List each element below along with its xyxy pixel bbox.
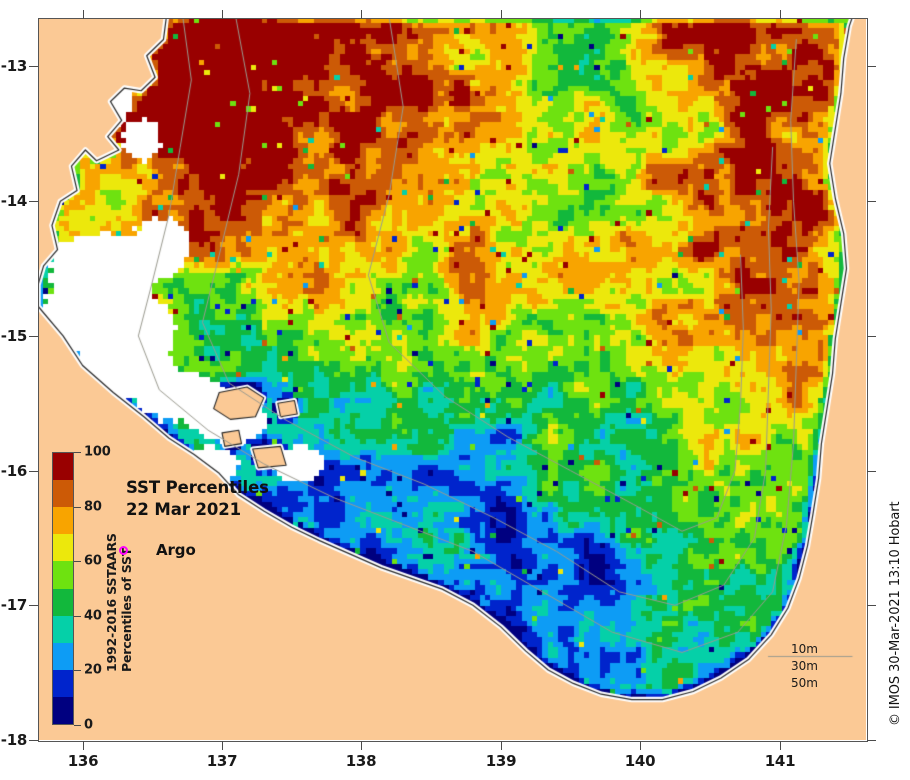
colorbar-tick-0 bbox=[74, 725, 81, 726]
x-axis-label-5: 141 bbox=[764, 752, 796, 770]
depth-key-item-0: 10m bbox=[791, 642, 818, 656]
x-axis-label-3: 139 bbox=[485, 752, 517, 770]
colorbar-caption-dataset: 1992-2016 SSTAARS bbox=[104, 533, 119, 672]
argo-legend-label: Argo bbox=[156, 541, 196, 559]
colorbar-tick-3 bbox=[74, 561, 81, 562]
depth-key-item-1: 30m bbox=[791, 659, 818, 674]
depth-key-item-2: 50m bbox=[791, 676, 818, 691]
colorbar-tick-label-4: 80 bbox=[84, 499, 102, 515]
colorbar-band-6 bbox=[53, 534, 73, 562]
ytick-r-0 bbox=[867, 66, 876, 67]
x-axis-label-4: 140 bbox=[624, 752, 656, 770]
credit-text: © IMOS 30-Mar-2021 13:10 Hobart bbox=[888, 501, 903, 726]
colorbar-band-8 bbox=[53, 480, 73, 508]
ytick-r-4 bbox=[867, 605, 876, 606]
colorbar-band-4 bbox=[53, 588, 73, 616]
colorbar-band-7 bbox=[53, 507, 73, 535]
colorbar-tick-label-2: 40 bbox=[84, 608, 102, 624]
colorbar-band-5 bbox=[53, 561, 73, 589]
map-title: SST Percentiles 22 Mar 2021 bbox=[126, 478, 269, 519]
x-axis-label-0: 136 bbox=[67, 752, 99, 770]
xtick-t-2 bbox=[361, 10, 362, 19]
xtick-t-4 bbox=[640, 10, 641, 19]
y-axis-label-2: -15 bbox=[0, 327, 28, 345]
ytick-r-5 bbox=[867, 740, 876, 741]
argo-circle-icon bbox=[119, 545, 128, 555]
colorbar-tick-label-5: 100 bbox=[84, 444, 111, 460]
colorbar-caption-variable: Percentiles of SST bbox=[119, 547, 134, 672]
ytick-1 bbox=[29, 201, 38, 202]
xtick-2 bbox=[361, 741, 362, 750]
xtick-t-3 bbox=[501, 10, 502, 19]
y-axis-label-1: -14 bbox=[0, 192, 28, 210]
colorbar-band-3 bbox=[53, 615, 73, 643]
argo-legend-entry[interactable]: Argo bbox=[119, 541, 196, 559]
colorbar-tick-5 bbox=[74, 452, 81, 453]
map-plot-area[interactable] bbox=[38, 18, 866, 740]
sst-percentile-heatmap[interactable] bbox=[38, 18, 866, 740]
xtick-t-0 bbox=[83, 10, 84, 19]
depth-contour-key: 10m 30m 50m bbox=[791, 641, 818, 692]
colorbar-band-0 bbox=[53, 696, 73, 724]
ytick-4 bbox=[29, 605, 38, 606]
xtick-3 bbox=[501, 741, 502, 750]
xtick-t-1 bbox=[222, 10, 223, 19]
x-axis-label-2: 138 bbox=[345, 752, 377, 770]
colorbar-group[interactable]: 0 20 40 60 80 100 bbox=[52, 445, 111, 733]
ytick-r-1 bbox=[867, 201, 876, 202]
ytick-5 bbox=[29, 740, 38, 741]
y-axis-label-3: -16 bbox=[0, 462, 28, 480]
colorbar-band-9 bbox=[53, 453, 73, 481]
xtick-t-5 bbox=[780, 10, 781, 19]
colorbar[interactable] bbox=[52, 452, 74, 725]
colorbar-tick-1 bbox=[74, 670, 81, 671]
colorbar-tick-2 bbox=[74, 616, 81, 617]
y-axis-label-5: -18 bbox=[0, 731, 28, 749]
y-axis-label-0: -13 bbox=[0, 57, 28, 75]
ytick-0 bbox=[29, 66, 38, 67]
colorbar-tick-label-1: 20 bbox=[84, 662, 102, 678]
xtick-0 bbox=[83, 741, 84, 750]
colorbar-band-2 bbox=[53, 642, 73, 670]
ytick-2 bbox=[29, 336, 38, 337]
ytick-3 bbox=[29, 471, 38, 472]
y-axis-label-4: -17 bbox=[0, 596, 28, 614]
ytick-r-3 bbox=[867, 471, 876, 472]
xtick-1 bbox=[222, 741, 223, 750]
x-axis-label-1: 137 bbox=[206, 752, 238, 770]
colorbar-band-1 bbox=[53, 669, 73, 697]
colorbar-tick-label-3: 60 bbox=[84, 553, 102, 569]
colorbar-tick-label-0: 0 bbox=[84, 717, 93, 733]
xtick-4 bbox=[640, 741, 641, 750]
ytick-r-2 bbox=[867, 336, 876, 337]
xtick-5 bbox=[780, 741, 781, 750]
colorbar-tick-4 bbox=[74, 507, 81, 508]
